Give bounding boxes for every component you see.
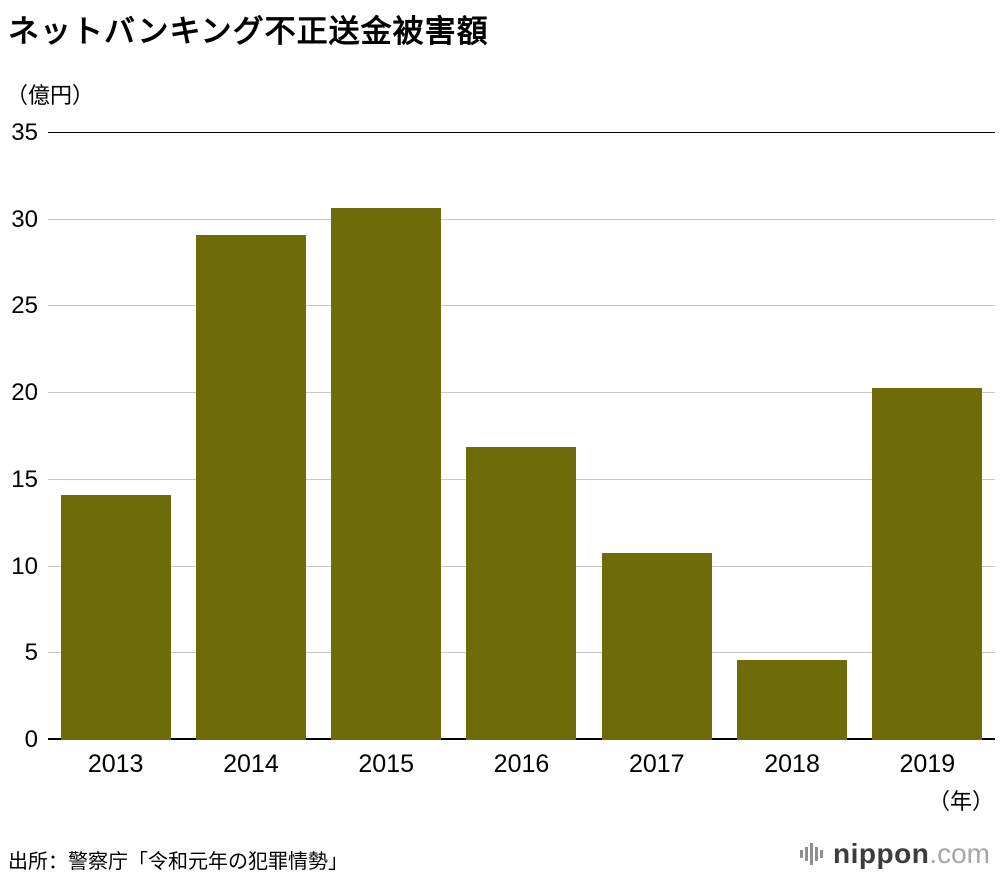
x-tick-label-2017: 2017: [628, 750, 685, 778]
bar-2016: [466, 446, 577, 740]
nippon-logo: nippon .com: [800, 838, 990, 870]
bar-series: [48, 133, 995, 740]
bar-cell-2014: [183, 133, 318, 740]
bar-2015: [331, 207, 442, 740]
x-tick-label-2015: 2015: [358, 750, 415, 778]
y-tick-label-20: 20: [11, 379, 38, 407]
x-tick-label-2019: 2019: [899, 750, 956, 778]
gridline-20: [48, 392, 995, 394]
plot-area: [48, 132, 995, 740]
x-tick-label-2013: 2013: [87, 750, 144, 778]
y-axis: 0 5 10 15 20 25 30 35: [0, 119, 38, 753]
nippon-logo-icon: [800, 843, 824, 865]
x-tick-label-2014: 2014: [223, 750, 279, 778]
bar-cell-2013: [48, 133, 183, 740]
x-tick-label-2016: 2016: [493, 750, 550, 778]
gridline-30: [48, 218, 995, 220]
x-axis: 2013 2014 2015 2016 2017 2018 2019: [48, 750, 995, 779]
y-tick-label-15: 15: [11, 465, 38, 493]
bar-cell-2016: [454, 133, 589, 740]
x-axis-unit-label: （年）: [927, 789, 994, 814]
bar-cell-2015: [319, 133, 454, 740]
logo-text-com: .com: [929, 838, 990, 869]
y-tick-label-25: 25: [11, 292, 38, 320]
bar-2019: [872, 387, 983, 740]
source-text: 出所：警察庁「令和元年の犯罪情勢」: [8, 851, 348, 873]
y-tick-label-0: 0: [24, 726, 38, 753]
bar-2013: [60, 495, 171, 740]
bar-2018: [737, 660, 848, 740]
bar-cell-2017: [589, 133, 724, 740]
y-tick-label-10: 10: [11, 552, 38, 580]
bar-2017: [601, 552, 712, 740]
bar-cell-2018: [724, 133, 859, 740]
bar-cell-2019: [860, 133, 995, 740]
y-tick-label-30: 30: [11, 205, 38, 233]
gridline-35: [48, 132, 995, 133]
y-tick-label-5: 5: [24, 639, 38, 667]
y-axis-unit-label: （億円）: [6, 83, 95, 108]
x-tick-label-2018: 2018: [764, 750, 820, 778]
logo-text-nippon: nippon: [833, 838, 930, 869]
gridline-25: [48, 305, 995, 307]
y-tick-label-35: 35: [11, 119, 38, 146]
chart-title: ネットバンキング不正送金被害額: [8, 14, 489, 49]
bar-2014: [195, 235, 306, 740]
